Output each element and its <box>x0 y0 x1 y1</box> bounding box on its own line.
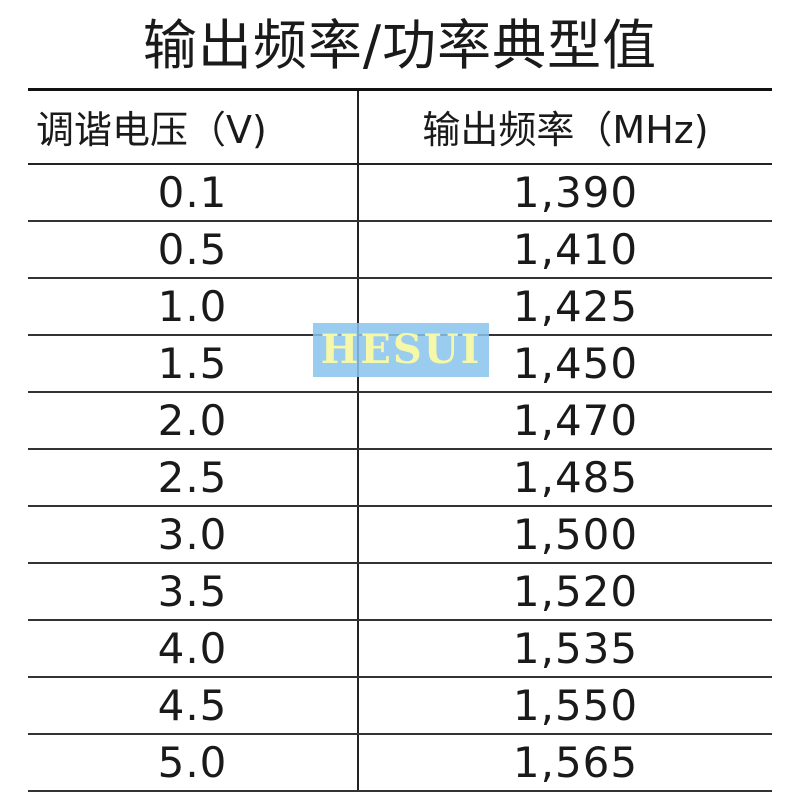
table-row: 0.5 1,410 <box>28 220 772 279</box>
table-row: 4.0 1,535 <box>28 619 772 678</box>
cell-frequency: 1,535 <box>358 619 772 678</box>
cell-voltage: 1.5 <box>28 334 359 393</box>
cell-voltage: 1.0 <box>28 277 359 336</box>
table-row: 5.0 1,565 <box>28 733 772 792</box>
table-row: 1.0 1,425 <box>28 277 772 336</box>
page-title: 输出频率/功率典型值 <box>142 14 658 77</box>
cell-frequency: 1,470 <box>358 391 772 450</box>
cell-voltage: 5.0 <box>28 733 359 792</box>
table-row: 0.1 1,390 <box>28 163 772 222</box>
cell-frequency: 1,500 <box>358 505 772 564</box>
cell-voltage: 3.0 <box>28 505 359 564</box>
frequency-table: 调谐电压（V) 输出频率（MHz) 0.1 1,390 0.5 1,410 1.0 1,4… <box>28 88 772 792</box>
cell-voltage: 4.0 <box>28 619 359 678</box>
cell-frequency: 1,410 <box>358 220 772 279</box>
cell-voltage: 3.5 <box>28 562 359 621</box>
cell-frequency: 1,565 <box>358 733 772 792</box>
table-body: 0.1 1,390 0.5 1,410 1.0 1,425 1.5 1,450 2.0 1,470… <box>28 163 772 792</box>
cell-voltage: 0.1 <box>28 163 359 222</box>
cell-voltage: 0.5 <box>28 220 359 279</box>
table-row: 3.5 1,520 <box>28 562 772 621</box>
header-tuning-voltage: 调谐电压（V) <box>28 88 359 165</box>
header-row: 调谐电压（V) 输出频率（MHz) <box>28 88 772 165</box>
table-row: 4.5 1,550 <box>28 676 772 735</box>
watermark-logo: HESUI <box>313 323 489 377</box>
table-row: 2.0 1,470 <box>28 391 772 450</box>
cell-voltage: 2.0 <box>28 391 359 450</box>
cell-voltage: 2.5 <box>28 448 359 507</box>
cell-frequency: 1,390 <box>358 163 772 222</box>
cell-frequency: 1,520 <box>358 562 772 621</box>
table-row: 2.5 1,485 <box>28 448 772 507</box>
cell-voltage: 4.5 <box>28 676 359 735</box>
table-row: 3.0 1,500 <box>28 505 772 564</box>
cell-frequency: 1,485 <box>358 448 772 507</box>
data-table-container: 调谐电压（V) 输出频率（MHz) 0.1 1,390 0.5 1,410 1.0 1,4… <box>28 88 772 792</box>
header-output-frequency: 输出频率（MHz) <box>358 88 772 165</box>
cell-frequency: 1,550 <box>358 676 772 735</box>
table-header: 调谐电压（V) 输出频率（MHz) <box>28 88 772 165</box>
